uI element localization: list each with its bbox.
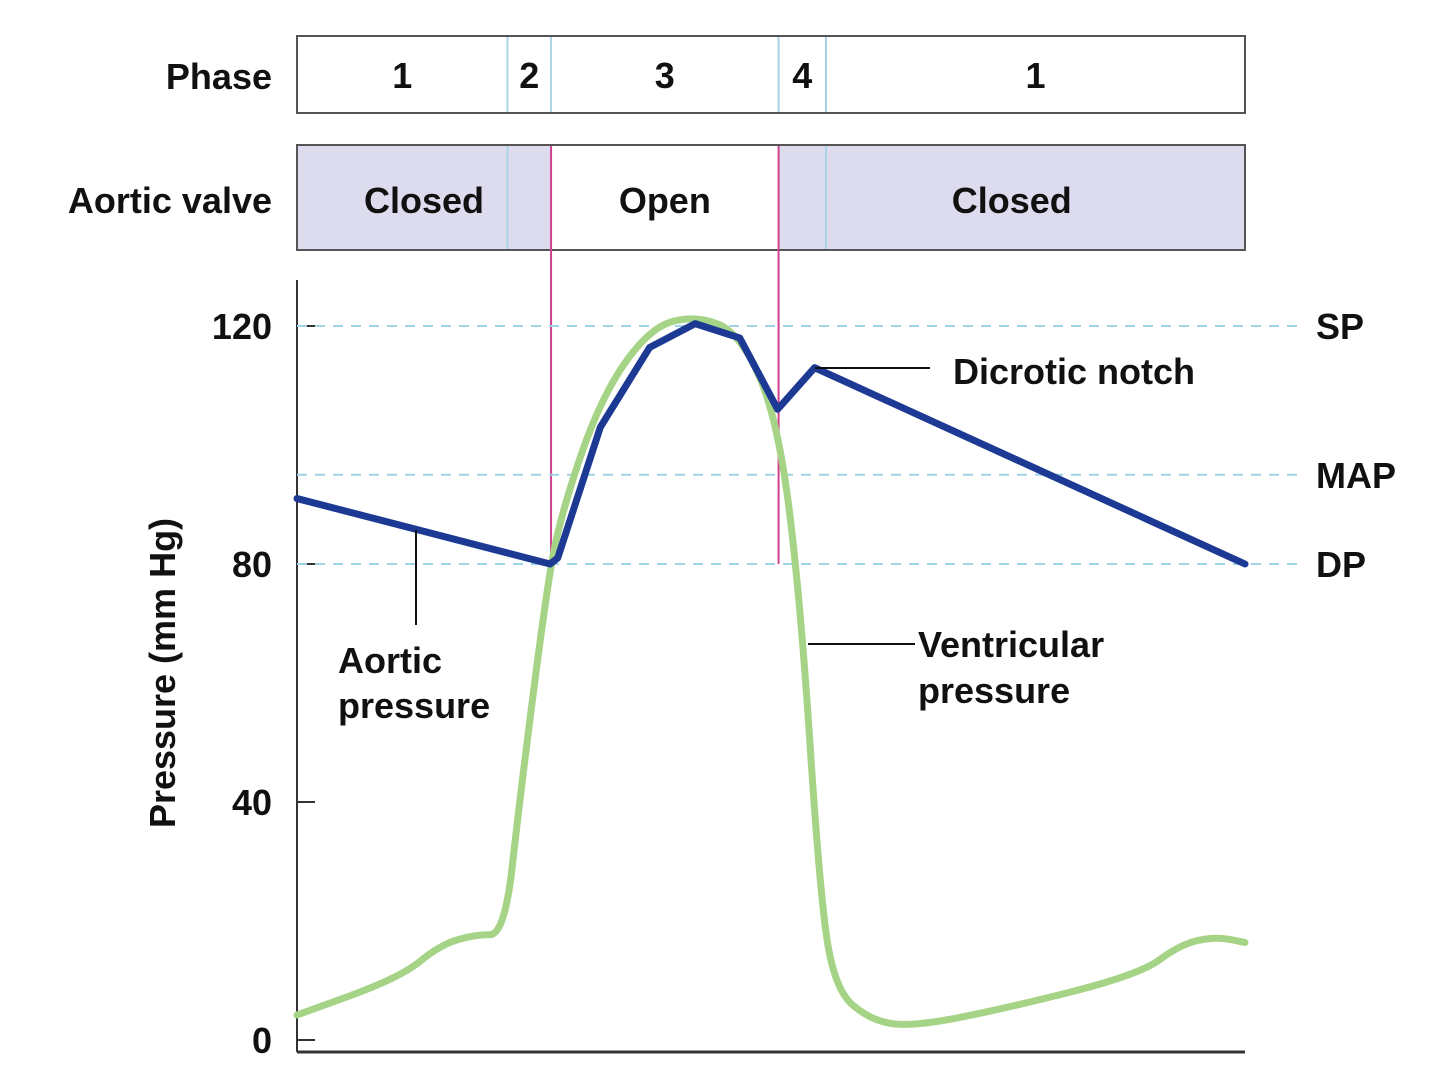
phase-segment-label: 2 <box>519 55 539 96</box>
aortic-pressure-line <box>293 320 1249 568</box>
phase-row-label: Phase <box>166 56 272 97</box>
reference-line-label: DP <box>1316 544 1366 585</box>
y-tick-label: 120 <box>212 306 272 347</box>
y-axis-label: Pressure (mm Hg) <box>142 518 183 828</box>
valve-segment-2 <box>778 145 1245 250</box>
aortic-pressure-label: Aortic <box>338 640 442 681</box>
aortic-pressure-label: pressure <box>338 685 490 726</box>
y-tick-label: 40 <box>232 782 272 823</box>
reference-line-label: MAP <box>1316 455 1396 496</box>
valve-segment-label: Open <box>619 180 711 221</box>
reference-line-label: SP <box>1316 306 1364 347</box>
phase-segment-label: 1 <box>1025 55 1045 96</box>
valve-row-frame <box>296 144 1246 251</box>
ventricular-pressure-label: Ventricular <box>918 624 1104 665</box>
phase-segment-label: 3 <box>655 55 675 96</box>
valve-segment-label: Closed <box>364 180 484 221</box>
y-tick-label: 80 <box>232 544 272 585</box>
phase-segment-label: 1 <box>392 55 412 96</box>
phase-and-valve-rows: Phase Aortic valve Closed Open Closed 1 2 3 4 1 <box>68 35 1246 564</box>
valve-segment-1 <box>551 145 779 250</box>
valve-segment-0 <box>297 145 552 250</box>
y-tick-label: 0 <box>252 1020 272 1061</box>
valve-row-label: Aortic valve <box>68 180 272 221</box>
phase-segment-label: 4 <box>792 55 812 96</box>
dicrotic-notch-label: Dicrotic notch <box>953 351 1195 392</box>
plot-area: Pressure (mm Hg) 0 40 80 120 SP MAP DP Dicrotic… <box>142 280 1396 1061</box>
valve-segment-label: Closed <box>952 180 1072 221</box>
phase-row-frame <box>296 35 1246 114</box>
ventricular-pressure-label: pressure <box>918 670 1070 711</box>
